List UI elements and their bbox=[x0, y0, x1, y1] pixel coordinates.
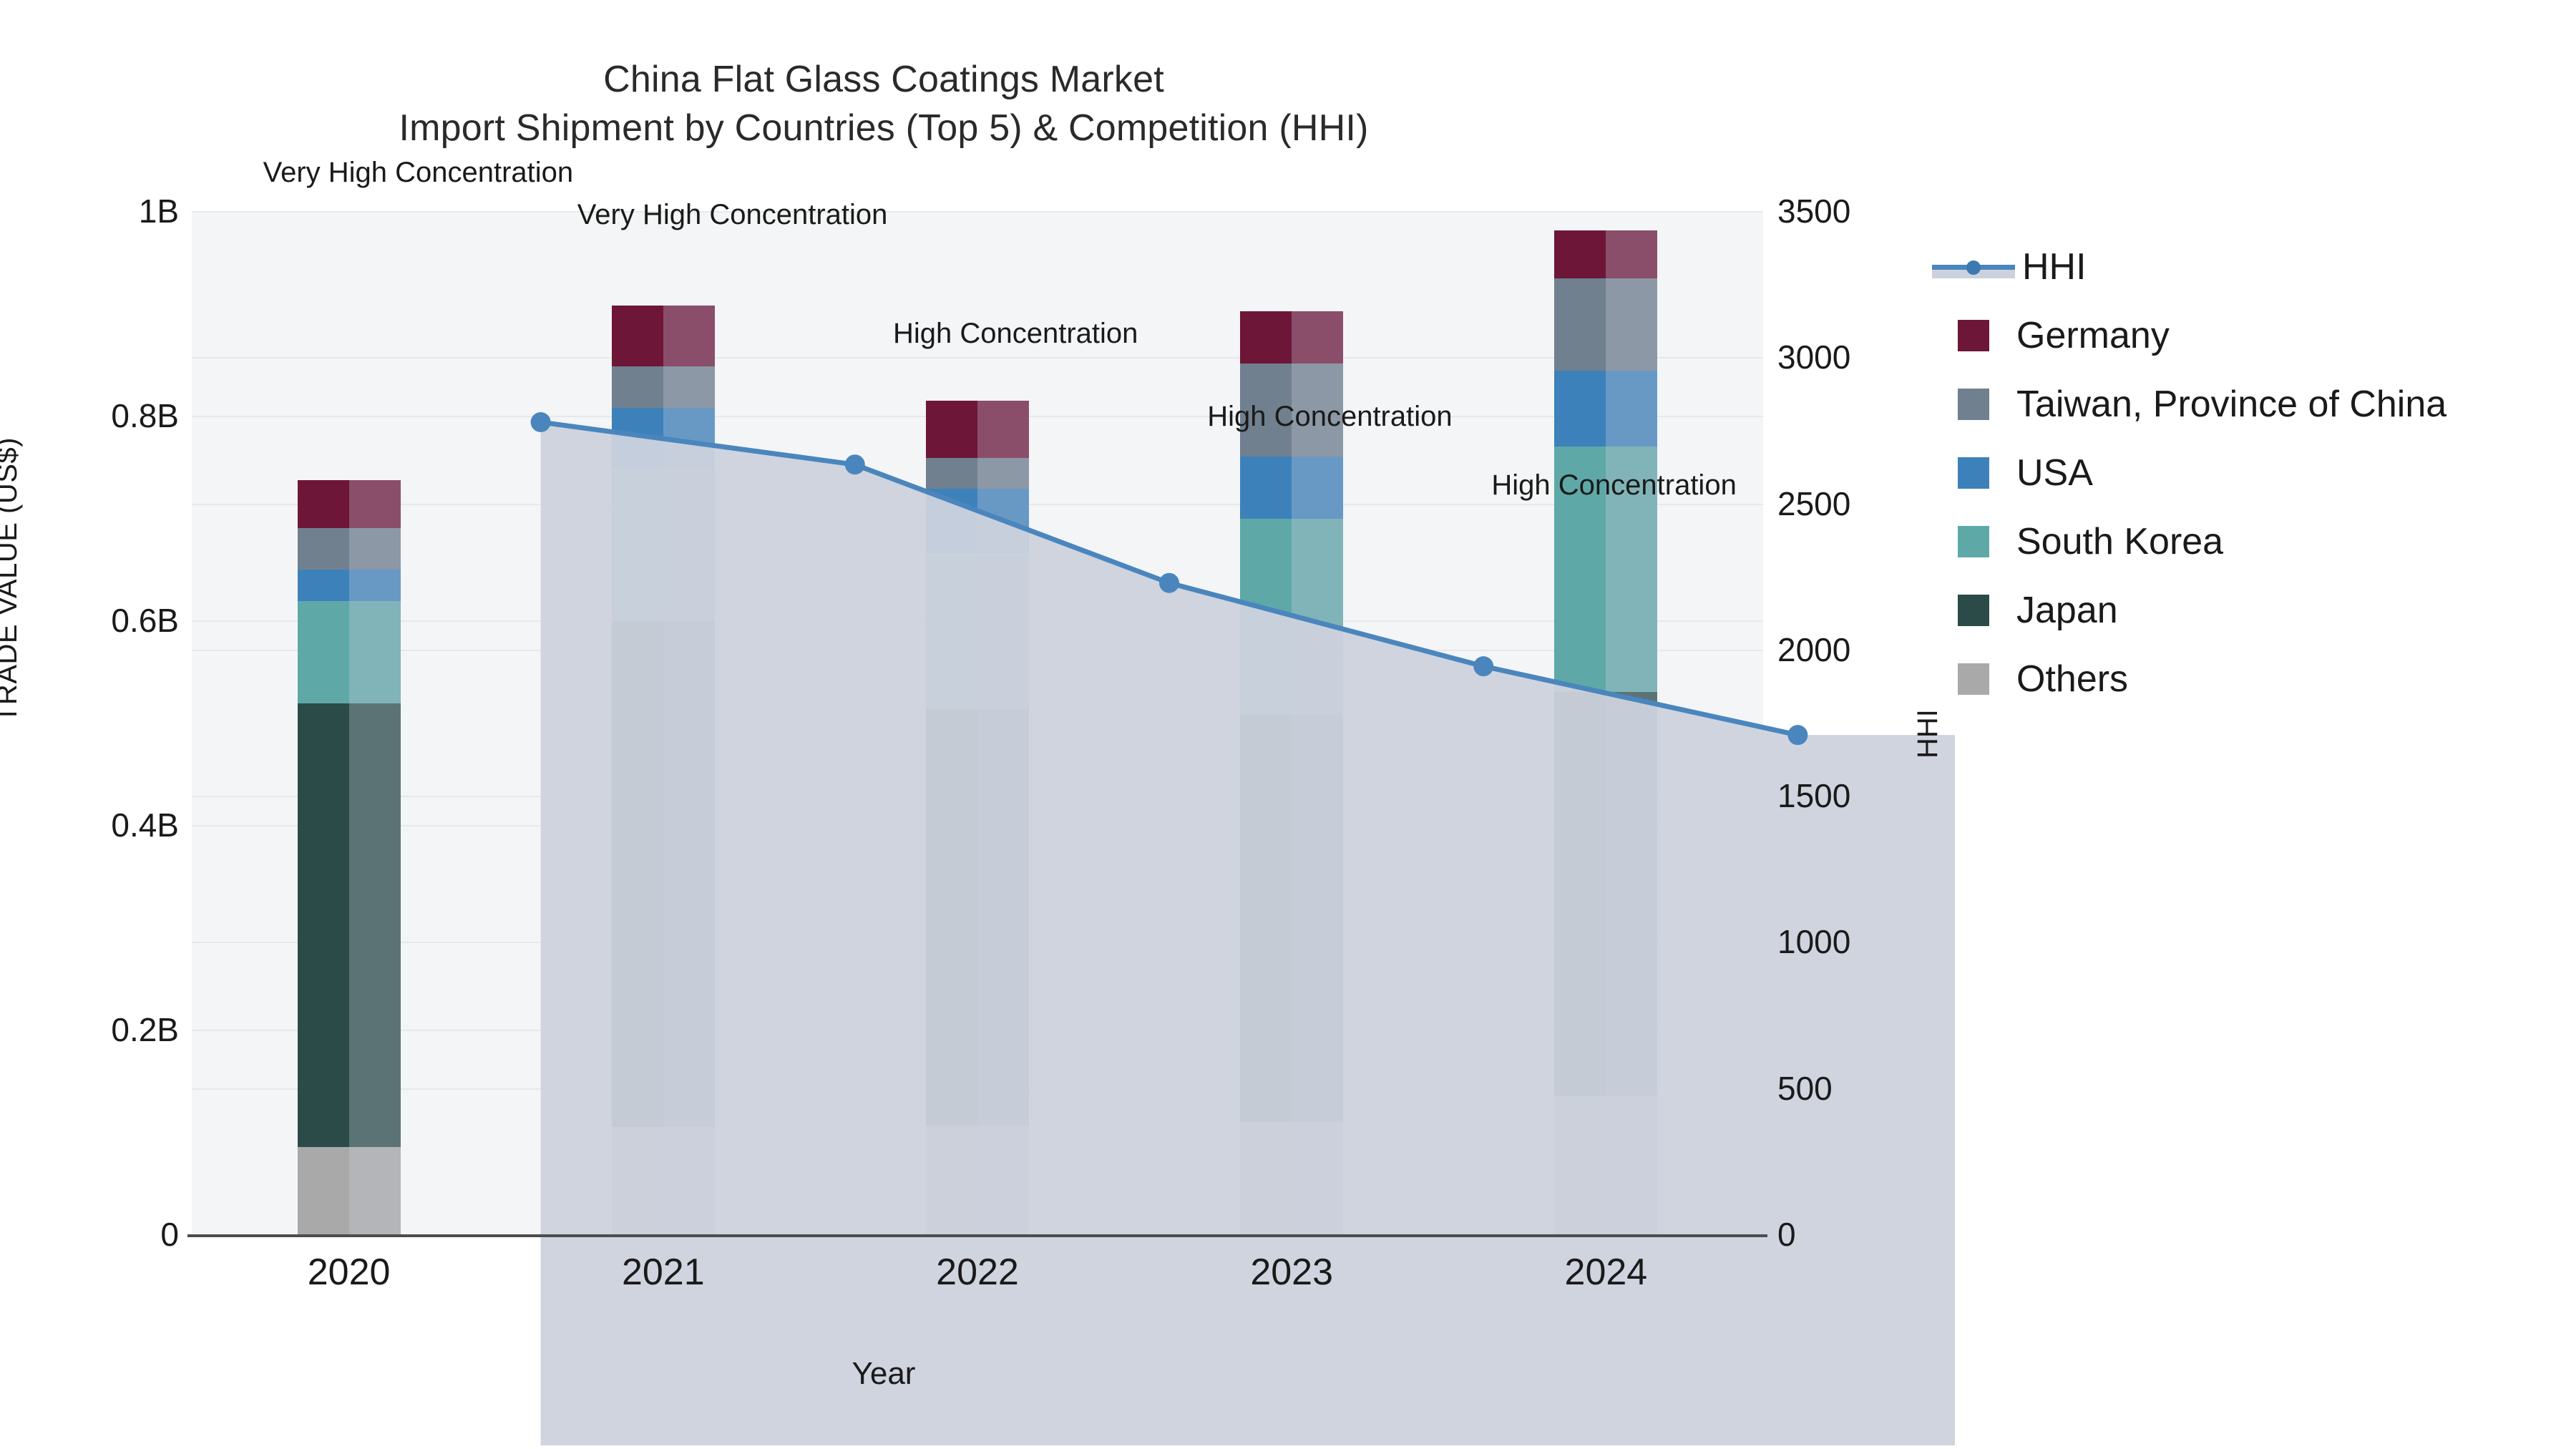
hhi-marker bbox=[1787, 725, 1808, 746]
y-tick-left: 0.4B bbox=[111, 806, 179, 844]
x-tick: 2024 bbox=[1564, 1252, 1648, 1293]
gridline bbox=[192, 357, 1763, 359]
hhi-series bbox=[530, 412, 1955, 1445]
annotation-label: Very High Concentration bbox=[263, 157, 574, 188]
legend-item[interactable]: Japan bbox=[1932, 576, 2446, 645]
chart-title: China Flat Glass Coatings Market Import … bbox=[0, 56, 1767, 152]
legend-item[interactable]: USA bbox=[1932, 439, 2446, 507]
bar-segment[interactable] bbox=[1554, 371, 1658, 447]
bar-segment[interactable] bbox=[297, 480, 401, 529]
legend-label: Others bbox=[2016, 658, 2129, 700]
bar-segment[interactable] bbox=[1240, 311, 1344, 364]
hhi-marker bbox=[1473, 656, 1494, 677]
y-tick-right: 500 bbox=[1777, 1069, 1833, 1107]
hhi-line-icon bbox=[1932, 251, 2015, 283]
legend-item[interactable]: South Korea bbox=[1932, 507, 2446, 576]
legend-label: Germany bbox=[2016, 315, 2170, 356]
legend-label: Japan bbox=[2016, 590, 2118, 631]
hhi-area-fill bbox=[540, 422, 1955, 1445]
x-tick: 2023 bbox=[1250, 1252, 1334, 1293]
legend-item[interactable]: Taiwan, Province of China bbox=[1932, 370, 2446, 439]
x-axis-label: Year bbox=[852, 1356, 916, 1391]
bar-segment[interactable] bbox=[926, 400, 1029, 458]
y-tick-right: 3000 bbox=[1777, 338, 1851, 376]
annotation-label: High Concentration bbox=[893, 317, 1138, 349]
annotation-label: Very High Concentration bbox=[577, 199, 888, 231]
bar-segment[interactable] bbox=[611, 305, 715, 367]
legend-label: HHI bbox=[2022, 246, 2087, 288]
bar-segment[interactable] bbox=[297, 1147, 401, 1234]
x-axis-line bbox=[187, 1234, 1767, 1237]
y-tick-left: 0.8B bbox=[111, 397, 179, 434]
legend-color-swatch bbox=[1958, 526, 1989, 557]
bar-group[interactable] bbox=[297, 211, 401, 1234]
y-tick-left: 1B bbox=[138, 192, 179, 230]
bar-segment[interactable] bbox=[297, 528, 401, 570]
x-tick: 2021 bbox=[621, 1252, 705, 1293]
x-tick: 2022 bbox=[936, 1252, 1019, 1293]
legend-label: Taiwan, Province of China bbox=[2016, 384, 2447, 425]
legend-color-swatch bbox=[1958, 663, 1989, 695]
gridline bbox=[192, 211, 1763, 213]
bar-segment[interactable] bbox=[297, 703, 401, 1148]
annotation-label: High Concentration bbox=[1491, 469, 1737, 502]
y-tick-left: 0 bbox=[160, 1216, 179, 1253]
y-tick-right: 2500 bbox=[1777, 484, 1851, 522]
bar-segment[interactable] bbox=[1554, 278, 1658, 371]
bar-segment[interactable] bbox=[297, 600, 401, 703]
x-tick: 2020 bbox=[307, 1252, 391, 1293]
annotation-label: High Concentration bbox=[1207, 401, 1453, 433]
legend-item[interactable]: Germany bbox=[1932, 301, 2446, 370]
legend-color-swatch bbox=[1958, 457, 1989, 489]
y-axis-right-label: HHI bbox=[1912, 709, 1943, 758]
title-line-2: Import Shipment by Countries (Top 5) & C… bbox=[399, 107, 1369, 149]
legend-item[interactable]: HHI bbox=[1932, 233, 2446, 301]
bar-segment[interactable] bbox=[297, 569, 401, 601]
y-tick-right: 3500 bbox=[1777, 192, 1851, 230]
y-tick-right: 1500 bbox=[1777, 777, 1851, 815]
legend-item[interactable]: Others bbox=[1932, 645, 2446, 713]
legend-label: USA bbox=[2016, 452, 2093, 494]
bar-segment[interactable] bbox=[1554, 446, 1658, 693]
y-tick-right: 1000 bbox=[1777, 923, 1851, 961]
plot-area bbox=[192, 211, 1955, 1445]
y-axis-left-label: TRADE VALUE (US$) bbox=[0, 437, 23, 723]
hhi-marker bbox=[530, 412, 551, 432]
title-line-1: China Flat Glass Coatings Market bbox=[603, 59, 1164, 100]
y-tick-right: 2000 bbox=[1777, 630, 1851, 668]
legend-color-swatch bbox=[1958, 389, 1989, 420]
hhi-overlap-tint bbox=[348, 480, 401, 1234]
hhi-marker bbox=[844, 454, 865, 475]
bar-segment[interactable] bbox=[926, 457, 1029, 489]
y-tick-right: 0 bbox=[1777, 1216, 1796, 1253]
bar-segment[interactable] bbox=[611, 366, 715, 408]
hhi-marker bbox=[1159, 572, 1179, 593]
bar-segment[interactable] bbox=[1240, 364, 1344, 457]
y-tick-left: 0.2B bbox=[111, 1011, 179, 1048]
legend: HHI Germany Taiwan, Province of China USA So… bbox=[1932, 233, 2446, 713]
bar-segment[interactable] bbox=[1554, 230, 1658, 279]
legend-color-swatch bbox=[1958, 595, 1989, 626]
hhi-markers bbox=[530, 412, 1808, 746]
y-tick-left: 0.6B bbox=[111, 602, 179, 639]
hhi-dot-icon bbox=[1966, 260, 1981, 275]
legend-label: South Korea bbox=[2016, 521, 2224, 562]
bar-segment[interactable] bbox=[1240, 457, 1344, 519]
legend-color-swatch bbox=[1958, 320, 1989, 351]
